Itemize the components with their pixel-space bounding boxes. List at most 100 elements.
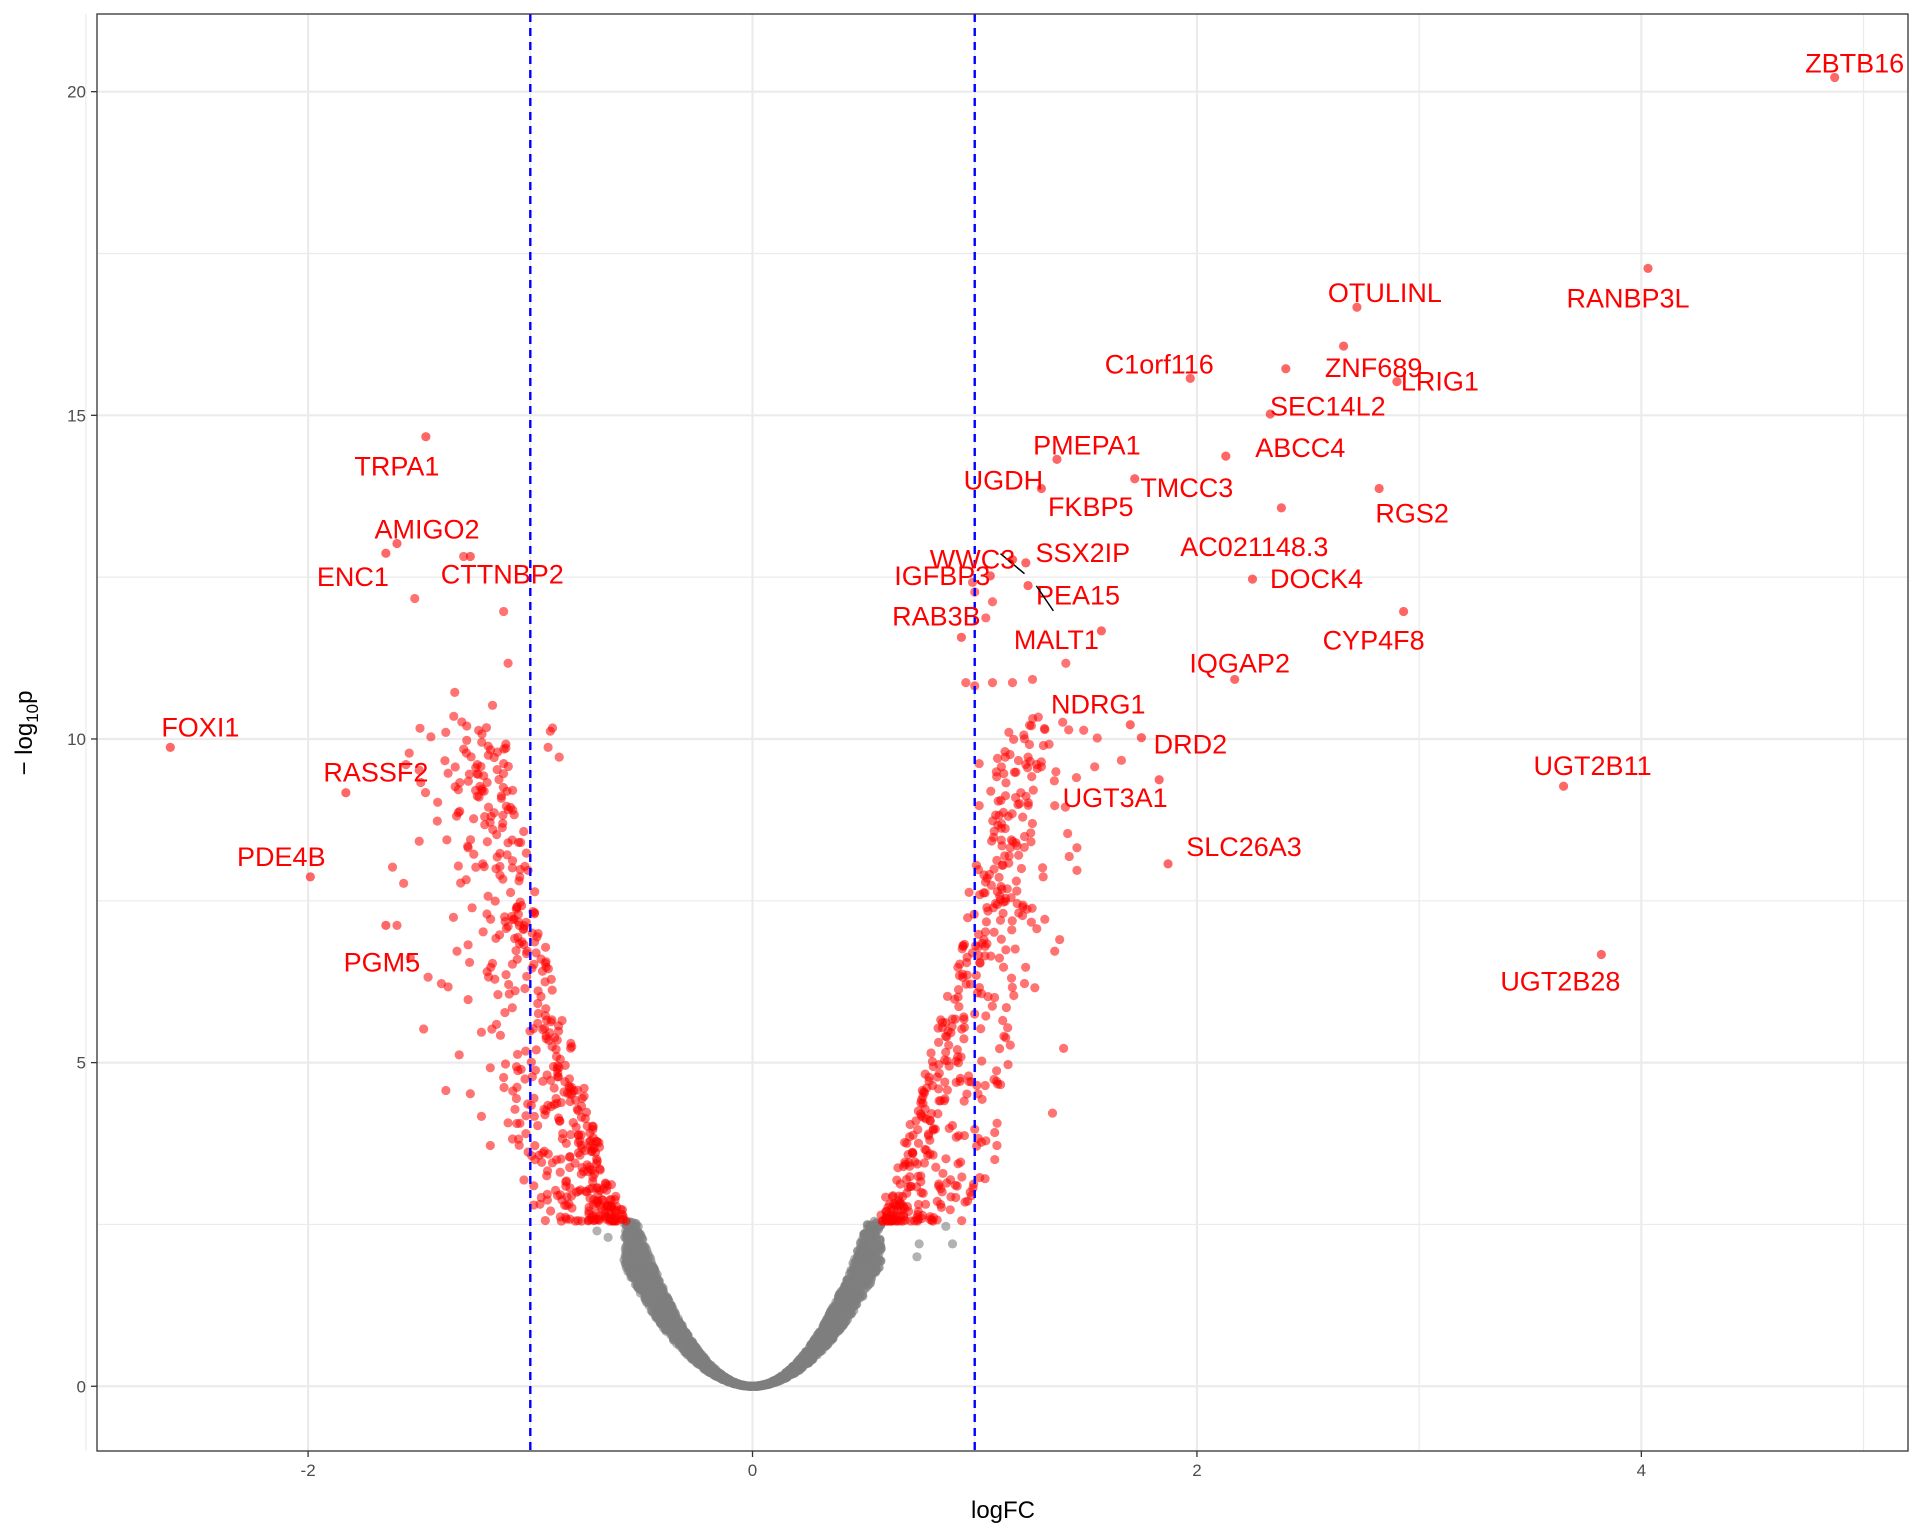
gene-point xyxy=(464,769,475,779)
gene-point xyxy=(928,1061,938,1072)
gene-point xyxy=(606,1179,617,1190)
gene-point xyxy=(521,1129,531,1139)
gene-point xyxy=(945,1205,955,1215)
gene-point xyxy=(529,959,539,969)
gene-point xyxy=(433,797,443,807)
gene-label: IQGAP2 xyxy=(1189,648,1290,678)
gene-point xyxy=(1003,1059,1013,1070)
gene-point xyxy=(534,1150,544,1160)
x-tick-label: 2 xyxy=(1192,1461,1201,1480)
gene-label: TRPA1 xyxy=(354,452,439,482)
gene-point xyxy=(525,1026,535,1036)
gene-point xyxy=(1092,733,1102,743)
gene-point xyxy=(905,1132,915,1142)
gene-point xyxy=(483,802,494,812)
gene-point xyxy=(401,759,411,770)
gene-point xyxy=(584,1162,595,1172)
gene-point xyxy=(533,986,543,996)
gene-point xyxy=(725,1376,735,1386)
gene-point xyxy=(483,891,493,901)
gene-point xyxy=(946,1192,956,1202)
logfc-threshold-lines xyxy=(529,14,976,1451)
gene-point xyxy=(565,1043,576,1053)
gene-point xyxy=(529,1111,539,1121)
gene-point xyxy=(565,1152,575,1162)
gene-point xyxy=(646,1287,657,1297)
gene-point xyxy=(443,982,453,992)
gene-point xyxy=(585,1141,596,1151)
gene-point xyxy=(828,1303,839,1313)
gene-point xyxy=(542,1070,552,1080)
gene-point xyxy=(498,782,508,793)
gene-point xyxy=(552,1061,563,1071)
gene-point xyxy=(688,1354,698,1364)
gene-point xyxy=(568,1117,578,1128)
gene-point xyxy=(591,1158,602,1169)
gene-point xyxy=(463,994,473,1005)
gene-point xyxy=(387,862,398,872)
y-tick-label: 15 xyxy=(67,406,86,425)
gene-point xyxy=(926,1048,936,1058)
gene-point xyxy=(1000,791,1011,801)
gene-point xyxy=(928,1150,938,1160)
gene-point xyxy=(500,1007,510,1018)
gene-point xyxy=(459,551,469,562)
gene-point xyxy=(986,786,996,796)
gene-point xyxy=(1010,944,1020,954)
gene-point xyxy=(626,1227,636,1237)
gene-point xyxy=(1050,946,1060,956)
gene-point xyxy=(996,762,1006,772)
gene-point xyxy=(531,948,541,958)
gene-label: IGFBP3 xyxy=(894,561,990,591)
gene-point xyxy=(526,1057,536,1067)
gene-point xyxy=(511,1093,522,1104)
gene-point xyxy=(781,1369,791,1380)
gene-point xyxy=(1059,1043,1069,1053)
gene-point xyxy=(570,1158,580,1168)
gene-point xyxy=(463,940,473,950)
gene-point xyxy=(931,1162,941,1172)
gene-point xyxy=(974,758,984,769)
gene-point xyxy=(816,1340,826,1350)
gene-point-labeled xyxy=(1596,949,1606,960)
gene-point xyxy=(543,742,553,752)
gene-point xyxy=(507,1134,518,1144)
gene-point xyxy=(922,1083,932,1093)
gene-point xyxy=(540,1215,550,1226)
gene-point xyxy=(530,1065,541,1075)
gene-point xyxy=(1037,863,1048,873)
gene-point xyxy=(974,982,985,993)
gene-point xyxy=(529,1181,539,1191)
gene-point xyxy=(994,953,1005,963)
gene-point xyxy=(941,1221,951,1231)
gene-point xyxy=(1026,721,1037,731)
gene-point xyxy=(1007,925,1017,935)
y-tick-label: 20 xyxy=(67,83,86,102)
gene-point xyxy=(461,875,471,885)
gene-point xyxy=(965,979,975,989)
gene-point xyxy=(947,1239,958,1249)
gene-point xyxy=(854,1251,864,1261)
gene-point-labeled xyxy=(1265,409,1275,419)
gene-point xyxy=(641,1294,651,1304)
gene-point xyxy=(1027,903,1037,913)
gene-point-labeled xyxy=(1338,341,1349,351)
gene-point xyxy=(881,1192,891,1202)
gene-label: UGT2B11 xyxy=(1534,751,1652,781)
gene-point xyxy=(1028,785,1038,795)
gene-point xyxy=(414,765,424,775)
gene-point xyxy=(502,850,512,860)
gene-point xyxy=(992,899,1002,910)
gene-point xyxy=(547,1015,557,1025)
gene-point xyxy=(1023,798,1033,808)
gene-point xyxy=(1009,990,1019,1001)
gene-point xyxy=(541,1031,551,1041)
gene-label: FKBP5 xyxy=(1048,492,1134,522)
gene-point xyxy=(976,1137,986,1147)
gene-point xyxy=(605,1215,615,1225)
gene-point xyxy=(514,876,524,886)
gene-point xyxy=(976,1024,986,1034)
gene-point xyxy=(540,977,550,987)
gene-point xyxy=(938,1168,948,1179)
gene-point xyxy=(507,856,518,866)
